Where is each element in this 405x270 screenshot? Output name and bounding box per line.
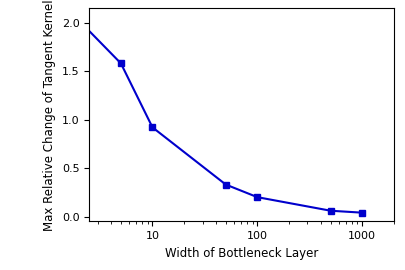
Y-axis label: Max Relative Change of Tangent Kernel: Max Relative Change of Tangent Kernel (43, 0, 56, 231)
X-axis label: Width of Bottleneck Layer: Width of Bottleneck Layer (164, 247, 318, 260)
